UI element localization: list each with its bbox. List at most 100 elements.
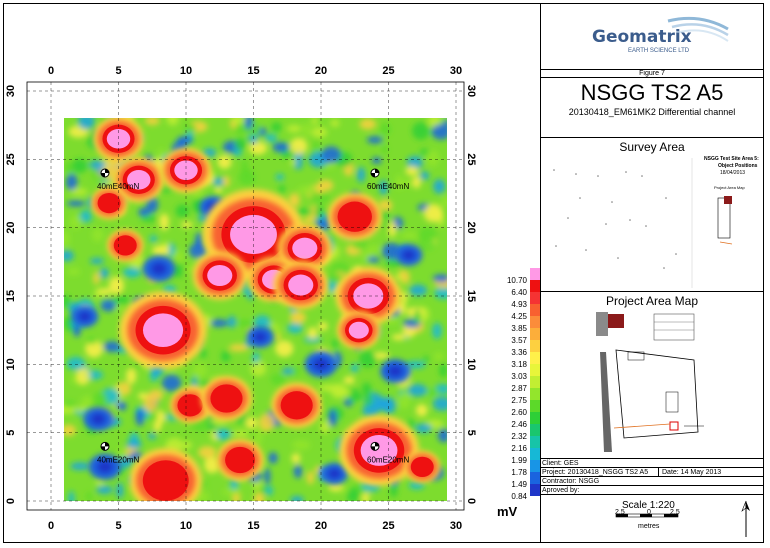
logo-name: Geomatrix: [592, 27, 692, 47]
heatmap-cell: [412, 176, 421, 189]
legend-swatch: [530, 328, 540, 340]
legend-swatch: [530, 304, 540, 316]
heatmap-cell: [419, 171, 430, 181]
survey-markers: 40mE40mN 60mE40mN 40mE20mN 60mE20mN: [97, 168, 409, 464]
heatmap-cell: [79, 210, 93, 223]
survey-area-inset: [553, 158, 733, 288]
heatmap-cell: [89, 160, 106, 170]
legend-swatch: [530, 376, 540, 388]
legend-row: 3.18: [503, 352, 543, 369]
heatmap-cell: [398, 391, 411, 410]
legend-swatch: [530, 280, 540, 292]
y-tick-label-left: 20: [5, 222, 17, 234]
heatmap-cell: [202, 148, 217, 158]
heatmap-cell: [431, 124, 447, 140]
heatmap-cell: [271, 122, 282, 133]
map-subtitle: 20130418_EM61MK2 Differential channel: [568, 107, 736, 117]
scale-label: Scale 1:220: [622, 500, 675, 511]
heatmap-cell: [432, 274, 447, 283]
legend-value: 3.03: [511, 372, 527, 381]
client-row: Client: GES: [540, 458, 764, 467]
marker-label: 40mE20mN: [97, 455, 139, 464]
heatmap-cell: [290, 495, 304, 501]
logo-subtitle: EARTH SCIENCE LTD: [628, 48, 690, 54]
heatmap-cell: [292, 365, 301, 376]
heatmap-cell: [291, 453, 301, 464]
hotspot-peak: [288, 274, 314, 296]
heatmap-cell: [289, 311, 306, 324]
legend-value: 3.36: [511, 348, 527, 357]
heatmap-cell: [394, 179, 414, 188]
inset-title-1: NSGG Test Site Area 5:: [704, 156, 759, 162]
heatmap-cell: [108, 276, 124, 295]
heatmap-cell: [210, 319, 229, 328]
heatmap-cell: [331, 338, 339, 349]
heatmap-cell: [65, 173, 78, 191]
heatmap-cell: [367, 256, 380, 263]
heatmap-cell: [303, 335, 322, 343]
heatmap-cell: [188, 242, 209, 259]
y-tick-label-right: 5: [465, 430, 477, 436]
project-area-heading: Project Area Map: [605, 294, 699, 308]
heatmap-cell: [289, 137, 308, 155]
hotspot-peak: [142, 313, 184, 348]
project-text: Project: 20130418_NSGG TS2 A5: [542, 469, 649, 476]
heatmap-cell: [103, 341, 121, 353]
heatmap-cell: [166, 118, 179, 126]
legend-value: 3.57: [511, 336, 527, 345]
heatmap-cell: [391, 334, 406, 341]
heatmap-cell: [422, 355, 430, 362]
figure-label: Figure 7: [639, 70, 665, 77]
low-anomaly-core: [150, 262, 168, 276]
hotspot-peak: [127, 170, 151, 190]
legend-value: 1.78: [511, 468, 527, 477]
heatmap-cell: [141, 215, 158, 223]
heatmap-cell: [434, 352, 444, 361]
marker-label: 60mE20mN: [367, 455, 409, 464]
low-anomaly-core: [327, 468, 342, 480]
heatmap-cell: [282, 367, 296, 375]
legend-swatch: [530, 484, 540, 496]
inset-caption: Project Area Map: [714, 185, 745, 190]
map-title: NSGG TS2 A5: [580, 80, 724, 105]
inset-title-2: Object Positions: [718, 163, 758, 169]
heatmap-cell: [227, 315, 237, 329]
legend-value: 1.99: [511, 456, 527, 465]
x-tick-label-top: 0: [48, 65, 54, 77]
y-tick-label-right: 25: [465, 153, 477, 165]
x-tick-label-bottom: 30: [450, 520, 462, 532]
heatmap-cell: [81, 395, 94, 409]
legend-swatch: [530, 352, 540, 364]
heatmap-cell: [215, 428, 231, 441]
heatmap-cell: [192, 362, 207, 378]
legend-row: 3.03: [503, 364, 543, 381]
heatmap-cell: [100, 299, 116, 312]
scale-panel: Scale 1:220 2.5 0 2.5 metres: [540, 494, 764, 543]
heatmap-cell: [147, 432, 157, 440]
approved-text: Aproved by:: [542, 487, 580, 494]
inset-title-3: 18/04/2013: [720, 170, 746, 176]
legend-swatch: [530, 460, 540, 472]
heatmap-cell: [126, 368, 137, 384]
heatmap-cell: [432, 396, 447, 411]
heatmap-cell: [180, 221, 193, 228]
heatmap-cell: [153, 421, 162, 432]
heatmap-cell: [348, 388, 360, 403]
heatmap-cell: [418, 227, 437, 242]
heatmap-cell: [426, 149, 440, 167]
heatmap-cell: [343, 376, 355, 384]
heatmap-cell: [328, 409, 338, 427]
heatmap-cell: [366, 136, 383, 144]
heatmap-cell: [242, 286, 249, 296]
y-tick-label-right: 15: [465, 290, 477, 302]
heatmap-cell: [356, 166, 366, 183]
heatmap-cell: [309, 192, 330, 203]
marker-icon-fill: [101, 169, 109, 177]
heatmap-cell: [70, 188, 88, 196]
heatmap-cell: [64, 424, 76, 437]
heatmap-cell: [371, 157, 382, 164]
legend-swatch: [530, 316, 540, 328]
legend-value: 6.40: [511, 288, 527, 297]
y-tick-label-left: 15: [5, 290, 17, 302]
